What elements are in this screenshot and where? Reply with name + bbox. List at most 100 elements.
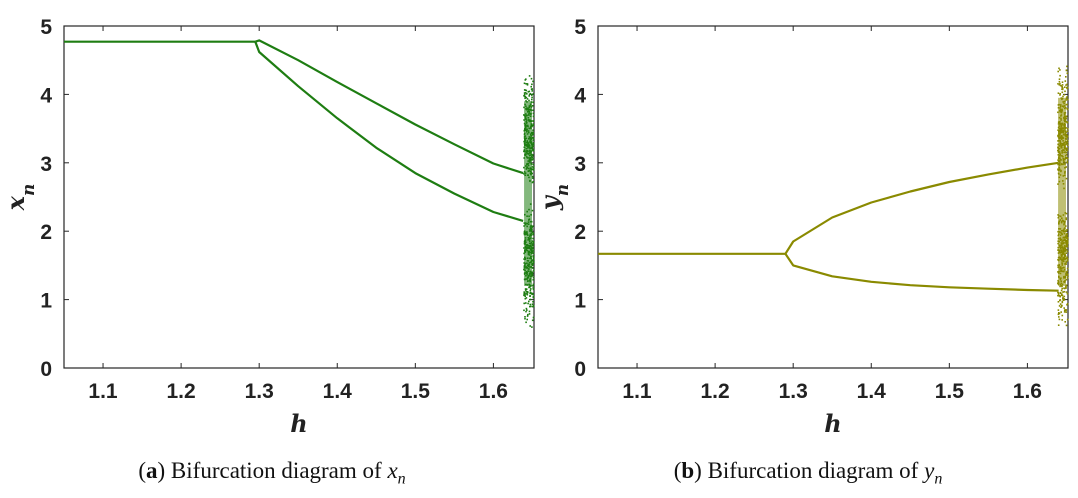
caption-a-text: Bifurcation diagram of xyxy=(170,458,382,483)
chaos-point xyxy=(1061,91,1064,94)
chaos-point xyxy=(1065,234,1067,237)
chaos-point xyxy=(1065,286,1067,289)
chaos-point xyxy=(528,310,531,313)
chaos-point xyxy=(523,92,526,94)
caption-a-var: xn xyxy=(387,458,405,488)
chaos-point xyxy=(1057,292,1060,294)
chaos-point xyxy=(1066,136,1068,139)
chaos-point xyxy=(1065,324,1068,327)
chaos-point xyxy=(532,112,535,115)
chaos-point xyxy=(532,285,534,287)
chaos-point xyxy=(524,95,527,98)
chaos-point xyxy=(523,94,525,97)
y-tick-label: 1 xyxy=(574,290,586,313)
chaos-point xyxy=(1065,103,1068,106)
chaos-point xyxy=(532,101,535,104)
chaos-point xyxy=(527,291,529,294)
caption-a: (a) Bifurcation diagram of xn xyxy=(138,458,406,488)
chaos-point xyxy=(532,154,534,156)
chaos-point xyxy=(532,123,534,125)
chaos-point xyxy=(530,77,533,80)
axes-frame xyxy=(597,25,1069,369)
chaos-point xyxy=(532,257,535,260)
chaos-point xyxy=(1063,311,1066,313)
chaos-point xyxy=(1066,86,1069,89)
chaos-point xyxy=(1066,139,1069,142)
chaos-point xyxy=(532,124,534,127)
chaos-point xyxy=(531,136,534,139)
chaos-point xyxy=(1059,74,1061,77)
chaos-point xyxy=(525,288,528,290)
chaos-point xyxy=(529,92,532,95)
chaos-point xyxy=(1063,309,1066,312)
chaos-point xyxy=(531,303,534,305)
chaos-point xyxy=(1066,83,1068,86)
y-tick-label: 2 xyxy=(40,221,52,244)
chaos-point xyxy=(532,287,534,289)
chaos-point xyxy=(1059,299,1061,302)
y-tick-label: 5 xyxy=(574,16,586,39)
chaos-point xyxy=(1062,291,1064,293)
chaos-point xyxy=(1061,301,1064,304)
chaos-point xyxy=(526,315,529,317)
chaos-point xyxy=(531,244,533,247)
chaos-band-core xyxy=(524,101,532,286)
chaos-point xyxy=(531,172,533,175)
chaos-point xyxy=(1065,134,1068,136)
chaos-point xyxy=(531,326,533,328)
chaos-point xyxy=(525,89,528,92)
chaos-point xyxy=(526,292,528,295)
y-tick-label: 5 xyxy=(40,16,52,39)
chaos-point xyxy=(1066,245,1069,248)
chaos-point xyxy=(1057,168,1059,170)
x-tick-label: 1.1 xyxy=(88,380,118,403)
chaos-point xyxy=(532,243,534,245)
chaos-point xyxy=(1061,86,1063,88)
chaos-point xyxy=(1065,177,1068,180)
chaos-point xyxy=(531,259,533,261)
chaos-point xyxy=(525,96,528,99)
chaos-point xyxy=(1065,278,1068,281)
chaos-point xyxy=(525,297,528,299)
chaos-point xyxy=(531,155,534,157)
chaos-point xyxy=(1057,301,1060,303)
chaos-point xyxy=(1066,121,1069,123)
chaos-point xyxy=(1059,82,1061,85)
chaos-point xyxy=(1065,285,1067,288)
chaos-point xyxy=(1065,311,1068,313)
chaos-point xyxy=(530,305,532,308)
chaos-point xyxy=(1062,297,1064,300)
chaos-point xyxy=(1061,88,1064,91)
chaos-point xyxy=(525,100,527,102)
chaos-point xyxy=(530,288,532,290)
chaos-point xyxy=(1066,160,1069,162)
chaos-point xyxy=(1058,312,1060,314)
chaos-point xyxy=(532,300,534,303)
chaos-point xyxy=(1061,287,1063,290)
chaos-point xyxy=(1065,271,1068,274)
chaos-point xyxy=(529,286,531,288)
chaos-point xyxy=(531,240,533,242)
x-tick-label: 1.5 xyxy=(935,380,965,403)
chaos-point xyxy=(523,114,525,116)
chaos-point xyxy=(1066,236,1069,239)
chaos-point xyxy=(525,290,528,293)
chaos-point xyxy=(1057,282,1059,284)
chaos-point xyxy=(524,295,526,297)
chaos-point xyxy=(526,318,528,321)
chaos-point xyxy=(1059,295,1061,298)
chaos-point xyxy=(1066,157,1069,160)
chaos-point xyxy=(524,289,527,291)
chaos-point xyxy=(1065,151,1068,154)
chaos-point xyxy=(532,120,535,122)
chaos-point xyxy=(1065,252,1068,254)
chaos-point xyxy=(527,302,529,305)
chaos-point xyxy=(523,166,525,169)
caption-b: (b) Bifurcation diagram of yn xyxy=(673,458,943,488)
chaos-point xyxy=(525,321,527,324)
caption-b-letter: b xyxy=(681,458,695,483)
chaos-point xyxy=(526,84,529,86)
chaos-point xyxy=(1058,316,1060,318)
chaos-point xyxy=(1066,276,1069,279)
